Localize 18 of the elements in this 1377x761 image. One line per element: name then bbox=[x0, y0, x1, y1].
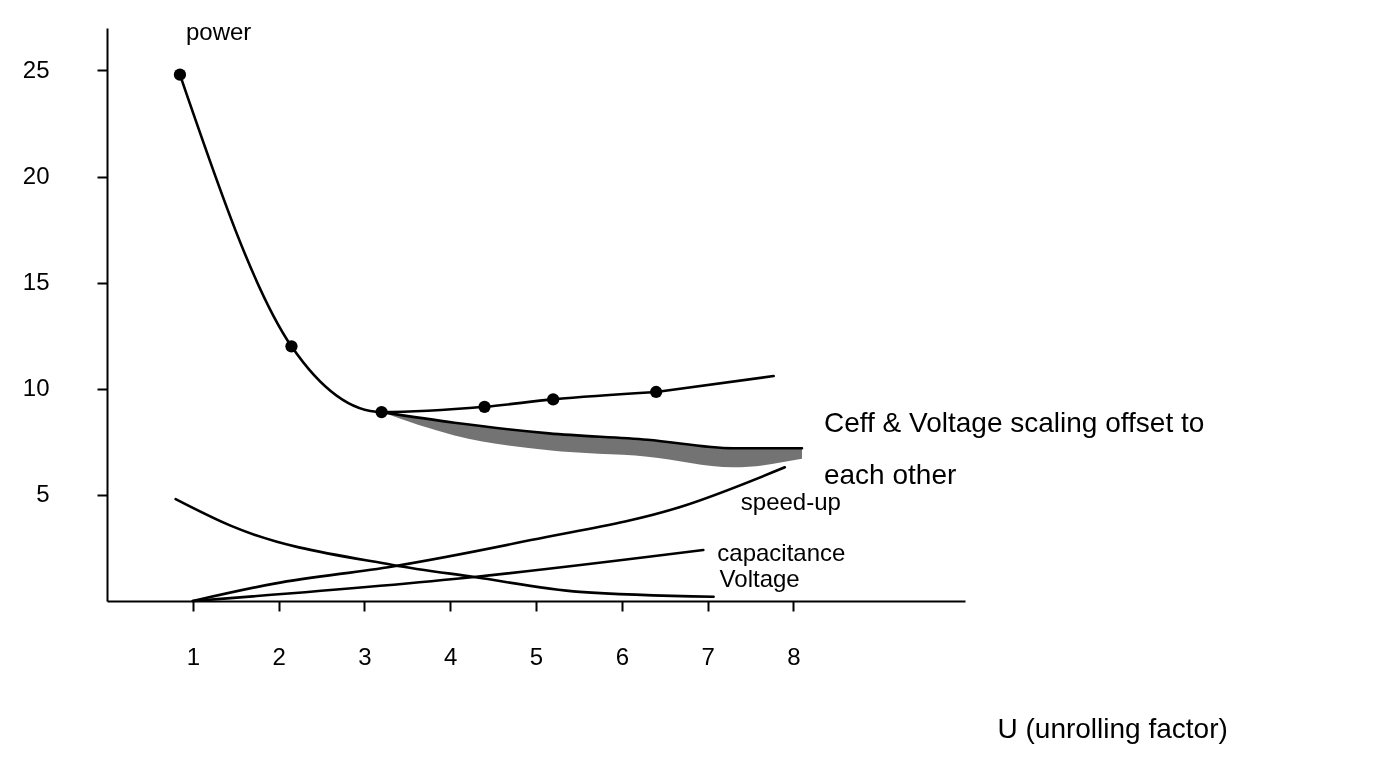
x-tick-label: 7 bbox=[701, 642, 715, 670]
x-tick-label: 6 bbox=[615, 642, 629, 670]
x-tick-label: 1 bbox=[186, 642, 200, 670]
annotation: Ceff & Voltage scaling offset to each other bbox=[823, 407, 1205, 491]
x-tick-label: 8 bbox=[787, 642, 801, 670]
series-label: power bbox=[185, 17, 252, 45]
x-tick-label: 4 bbox=[444, 642, 458, 670]
x-tick-label: 2 bbox=[272, 642, 286, 670]
series-label: speed-up bbox=[740, 488, 841, 516]
x-tick-label: 5 bbox=[529, 642, 544, 670]
y-tick-label: 15 bbox=[22, 268, 50, 296]
y-tick-label: 5 bbox=[36, 480, 50, 508]
y-tick-label: 20 bbox=[22, 162, 50, 190]
x-tick-label: 3 bbox=[358, 642, 372, 670]
y-tick-label: 10 bbox=[22, 374, 50, 402]
x-axis-title: U (unrolling factor) bbox=[997, 712, 1228, 744]
y-tick-label: 25 bbox=[22, 55, 50, 83]
series-label: capacitance bbox=[717, 539, 846, 567]
